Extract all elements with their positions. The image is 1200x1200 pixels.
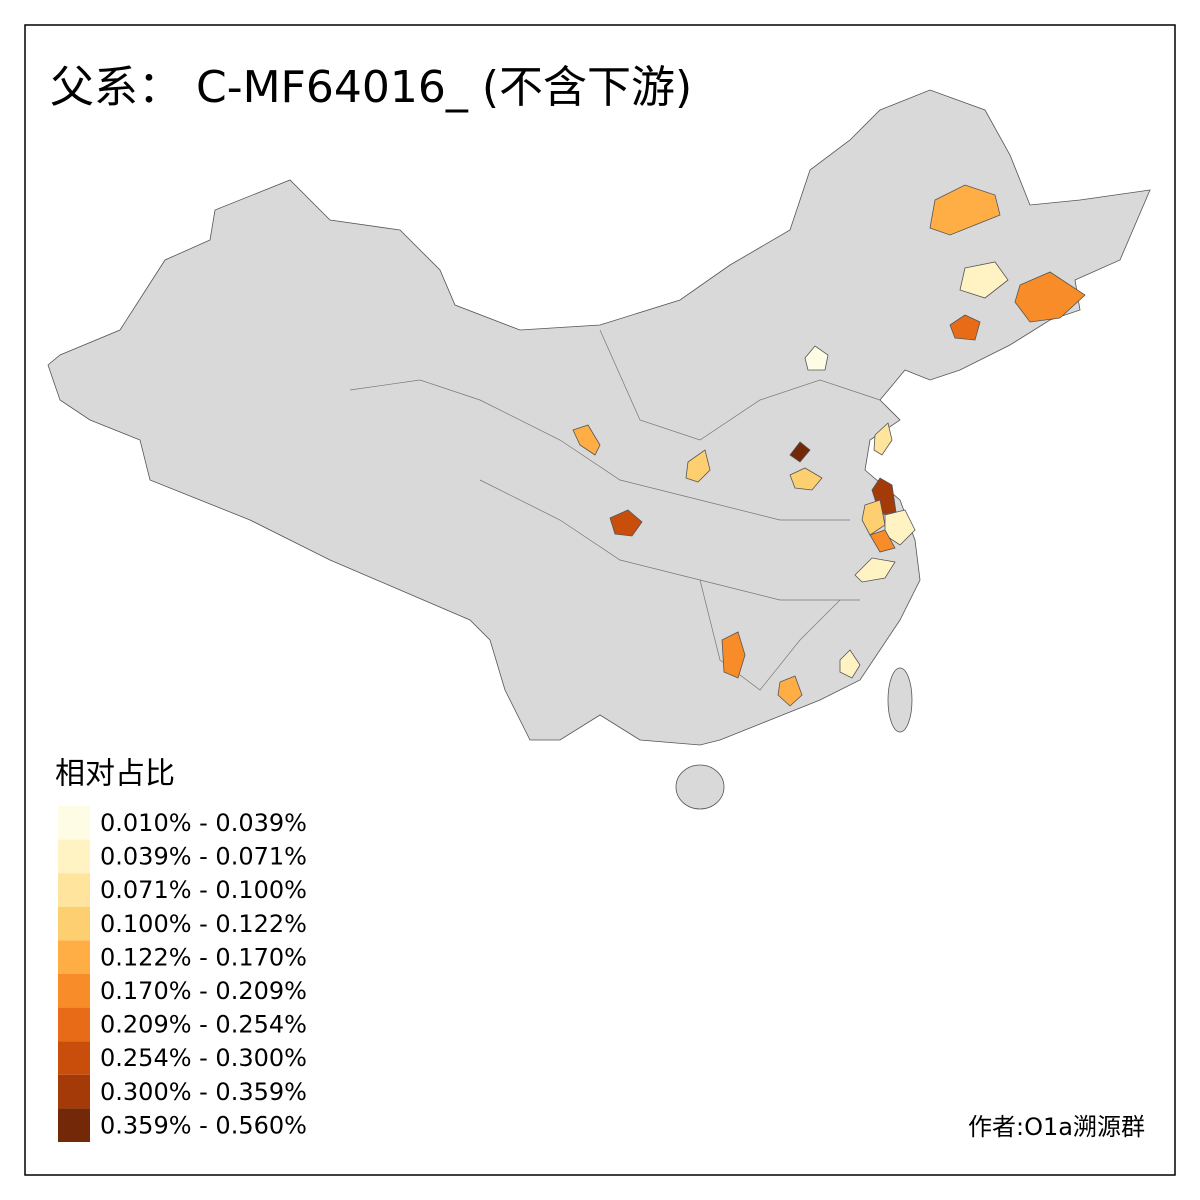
- region: [777, 675, 803, 707]
- country: [47, 89, 1151, 746]
- region: [789, 441, 811, 463]
- legend-swatch: [58, 1007, 90, 1042]
- legend-label: 0.100% - 0.122%: [100, 910, 307, 938]
- legend-swatch: [58, 1074, 90, 1109]
- legend-label: 0.209% - 0.254%: [100, 1011, 307, 1039]
- border: [599, 329, 881, 441]
- map-title: 父系： C-MF64016_ (不含下游): [50, 62, 692, 113]
- region: [685, 449, 711, 483]
- legend-label: 0.071% - 0.100%: [100, 876, 307, 904]
- region: [854, 557, 896, 583]
- region: [721, 631, 746, 679]
- region: [839, 649, 861, 679]
- island: [675, 764, 725, 810]
- legend-label: 0.300% - 0.359%: [100, 1078, 307, 1106]
- legend-swatch: [58, 974, 90, 1008]
- region: [959, 261, 1009, 299]
- region: [873, 422, 893, 456]
- legend-label: 0.039% - 0.071%: [100, 843, 307, 871]
- legend-swatch: [58, 1041, 90, 1075]
- region: [1014, 271, 1086, 323]
- legend-title: 相对占比: [55, 757, 175, 792]
- legend-label: 0.359% - 0.560%: [100, 1111, 307, 1139]
- region: [609, 509, 643, 537]
- region: [949, 314, 981, 341]
- region: [572, 424, 601, 456]
- border: [699, 579, 841, 691]
- legend-swatch: [58, 1108, 90, 1142]
- legend-swatch: [58, 906, 90, 941]
- legend: 0.010% - 0.039% 0.039% - 0.071% 0.071% - 0…: [58, 806, 307, 1142]
- region: [861, 499, 886, 536]
- legend-label: 0.170% - 0.209%: [100, 977, 307, 1005]
- legend-label: 0.010% - 0.039%: [100, 809, 307, 837]
- highlighted-regions: [572, 184, 1086, 707]
- base-map: [47, 89, 1151, 810]
- author-credit: 作者:O1a溯源群: [968, 1113, 1145, 1141]
- border: [479, 479, 860, 601]
- legend-swatch: [58, 940, 90, 974]
- region: [929, 184, 1001, 236]
- legend-label: 0.254% - 0.300%: [100, 1044, 307, 1072]
- region: [869, 529, 896, 553]
- island: [887, 667, 913, 733]
- legend-swatch: [58, 839, 90, 874]
- region: [804, 345, 829, 371]
- legend-label: 0.122% - 0.170%: [100, 943, 307, 971]
- legend-swatch: [58, 873, 90, 907]
- legend-swatch: [58, 806, 90, 840]
- border: [349, 379, 850, 521]
- region: [789, 467, 823, 491]
